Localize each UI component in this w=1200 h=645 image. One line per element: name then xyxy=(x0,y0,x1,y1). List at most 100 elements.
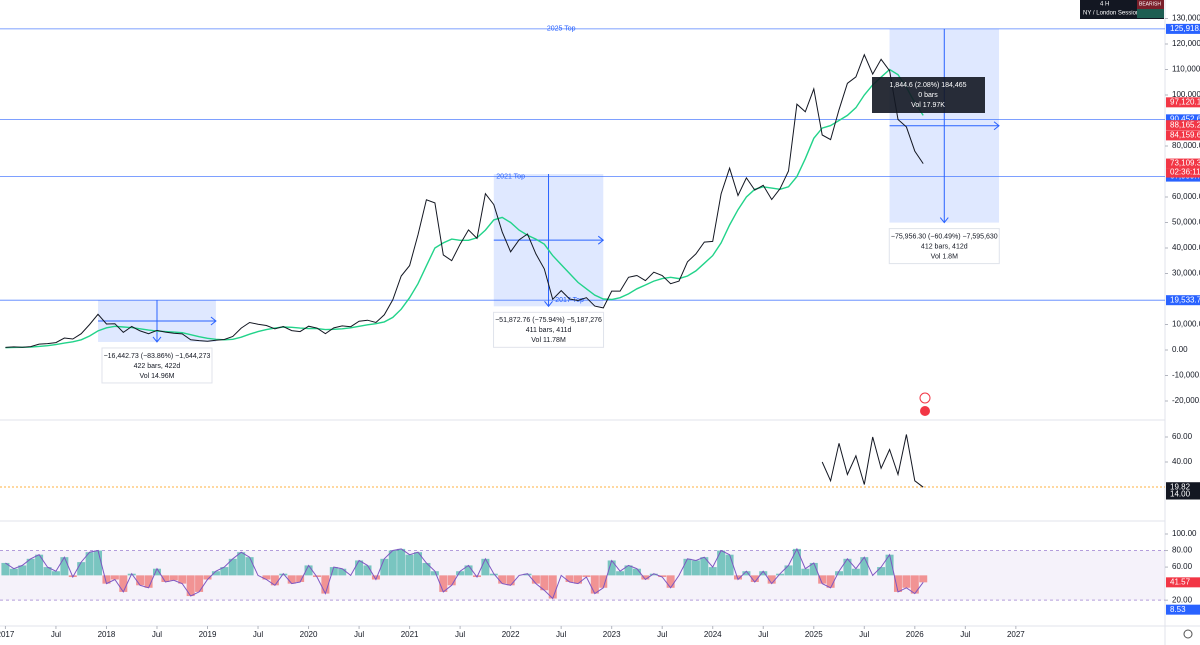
arrow-head xyxy=(993,121,1000,131)
price-tag xyxy=(1166,120,1200,131)
y-tick-label: 20.00 xyxy=(1172,595,1193,604)
price-tag xyxy=(1166,114,1200,125)
histogram-bar xyxy=(447,575,456,586)
histogram-bar xyxy=(422,562,431,576)
x-tick-label: Jul xyxy=(51,630,61,639)
histogram-bar xyxy=(169,575,178,581)
histogram-bar xyxy=(414,552,423,576)
arrow-head xyxy=(210,316,217,326)
histogram-bar xyxy=(742,571,751,576)
histogram-bar xyxy=(195,575,204,592)
histogram-bar xyxy=(102,575,111,584)
y-tick-label: 40,000.00 xyxy=(1172,243,1200,252)
histogram-bar xyxy=(94,550,103,576)
x-tick-label: Jul xyxy=(152,630,162,639)
arrow-head xyxy=(939,217,949,224)
price-tag xyxy=(1166,482,1200,493)
x-tick-label: 2020 xyxy=(300,630,318,639)
histogram-bar xyxy=(826,575,835,588)
histogram-bar xyxy=(893,575,902,592)
histogram-bar xyxy=(843,558,852,576)
y-tick-label: 0.00 xyxy=(1172,345,1188,354)
x-tick-label: 2023 xyxy=(603,630,621,639)
settings-icon[interactable] xyxy=(1183,629,1193,639)
histogram-bar xyxy=(700,557,709,576)
measure-label: 412 bars, 412d xyxy=(921,243,968,250)
price-tag xyxy=(1166,23,1200,34)
histogram-bar xyxy=(885,554,894,576)
histogram-bar xyxy=(245,557,254,576)
y-tick-label: 120,000.00 xyxy=(1172,39,1200,48)
histogram-bar xyxy=(363,565,372,576)
histogram-bar xyxy=(531,575,540,584)
histogram-bar xyxy=(818,575,827,584)
histogram-bar xyxy=(18,565,27,576)
histogram-bar xyxy=(405,554,414,576)
x-tick-label: Jul xyxy=(657,630,667,639)
signal-box xyxy=(1137,9,1164,18)
tooltip-text: Vol 17.97K xyxy=(911,102,945,109)
price-tag xyxy=(1166,489,1200,500)
price-tag xyxy=(1166,158,1200,169)
measure-label: 411 bars, 411d xyxy=(526,327,572,334)
x-tick-label: 2024 xyxy=(704,630,722,639)
histogram-bar xyxy=(397,548,406,576)
arrow-head xyxy=(597,235,605,245)
price-tag-label: 125,918.0 xyxy=(1170,24,1200,33)
histogram-bar xyxy=(262,575,271,580)
histogram-bar xyxy=(565,575,574,582)
histogram-bar xyxy=(203,575,212,580)
histogram-bar xyxy=(296,575,305,582)
measure-label-box xyxy=(888,228,1000,265)
histogram-bar xyxy=(119,575,128,592)
price-tag-label: 14.00 xyxy=(1170,490,1191,499)
histogram-bar xyxy=(228,558,237,576)
histogram-bar xyxy=(338,568,347,576)
price-tag-label: 19,533.7 xyxy=(1170,295,1200,304)
event-icon[interactable] xyxy=(920,406,930,416)
histogram-bar xyxy=(237,552,246,576)
histogram-bar xyxy=(717,550,726,576)
price-tag-label: 73,109.3 xyxy=(1170,159,1200,168)
y-tick-label: 30,000.00 xyxy=(1172,269,1200,278)
y-tick-label: 100,000.00 xyxy=(1172,90,1200,99)
histogram-bar xyxy=(439,575,448,592)
histogram-bar xyxy=(683,558,692,576)
histogram-bar xyxy=(321,575,330,594)
histogram-bar xyxy=(708,567,717,576)
measure-label: −16,442.73 (−83.86%) −1,644,273 xyxy=(104,353,211,360)
histogram-bar xyxy=(9,568,18,576)
y-tick-label: 110,000.00 xyxy=(1172,65,1200,74)
x-tick-label: 2021 xyxy=(401,630,419,639)
measure-label: Vol 1.8M xyxy=(931,253,958,260)
y-tick-label: 60,000.00 xyxy=(1172,192,1200,201)
y-tick-label: 10,000.00 xyxy=(1172,320,1200,329)
histogram-bar xyxy=(641,575,650,580)
histogram-bar xyxy=(43,567,52,576)
measure-label: −75,956.30 (−60.49%) −7,595,630 xyxy=(891,233,998,240)
signal-box xyxy=(1137,0,1164,9)
y-tick-label: -10,000.00 xyxy=(1172,371,1200,380)
price-tag-label: 97,120.1 xyxy=(1170,97,1200,106)
session: NY / London Session xyxy=(1083,11,1139,17)
histogram-bar xyxy=(77,562,86,576)
histogram-bar xyxy=(287,575,296,584)
y-tick-label: 130,000.00 xyxy=(1172,14,1200,23)
x-tick-label: 2027 xyxy=(1007,630,1025,639)
histogram-bar xyxy=(388,550,397,576)
histogram-bar xyxy=(582,575,591,578)
histogram-bar xyxy=(498,575,507,584)
price-tag xyxy=(1166,130,1200,141)
histogram-bar xyxy=(26,558,35,576)
histogram-bar xyxy=(649,573,658,576)
tooltip-text: 0 bars xyxy=(918,92,938,99)
histogram-bar xyxy=(136,575,145,586)
histogram-bar xyxy=(489,573,498,576)
histogram-bar xyxy=(851,568,860,576)
tooltip-text: 1,844.6 (2.08%) 184,465 xyxy=(889,82,966,89)
histogram-bar xyxy=(624,565,633,576)
price-tag-label: 84,159.6 xyxy=(1170,130,1200,139)
event-icon[interactable] xyxy=(919,392,931,404)
histogram-bar xyxy=(809,562,818,576)
